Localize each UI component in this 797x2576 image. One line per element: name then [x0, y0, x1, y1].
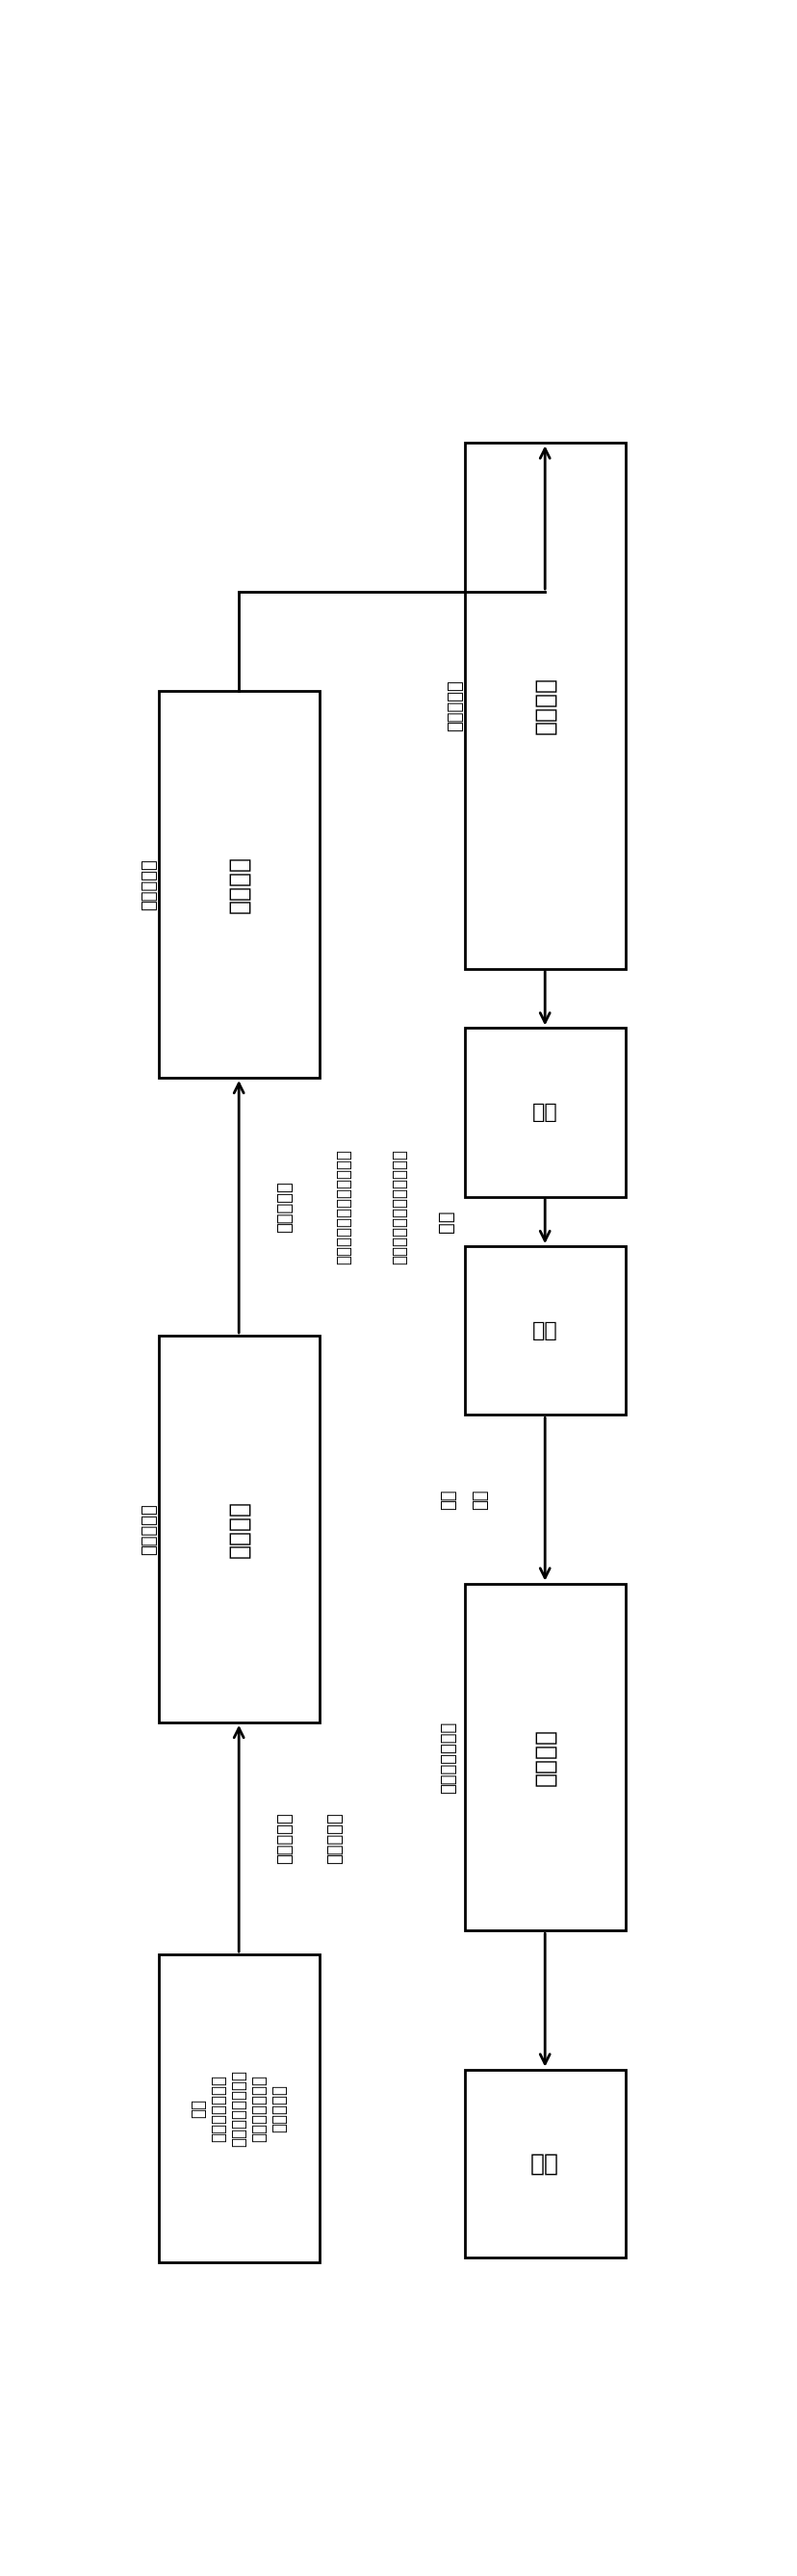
Bar	[464, 2069, 625, 2259]
Text: 分解释放出二氧化碳气体；: 分解释放出二氧化碳气体；	[335, 1149, 352, 1265]
Text: 高温、高压: 高温、高压	[140, 1504, 158, 1556]
Bar	[464, 1028, 625, 1198]
Text: 降温、解除压力: 降温、解除压力	[440, 1721, 457, 1793]
Bar	[159, 1334, 319, 1723]
Text: 产品: 产品	[530, 2151, 559, 2174]
Bar	[464, 1247, 625, 1414]
Text: 成核: 成核	[532, 1103, 557, 1123]
Bar	[464, 443, 625, 969]
Text: 单相溶液: 单相溶液	[533, 677, 556, 734]
Text: 高温、高压: 高温、高压	[446, 680, 463, 732]
Text: 加热、加压: 加热、加压	[277, 1814, 293, 1865]
Text: 成长: 成长	[471, 1489, 488, 1510]
Bar	[159, 690, 319, 1077]
Text: 高温、高压: 高温、高压	[140, 858, 158, 909]
Text: 异相溶液: 异相溶液	[227, 855, 250, 914]
Text: 降压: 降压	[532, 1321, 557, 1340]
Text: 加热、加压: 加热、加压	[277, 1180, 293, 1231]
Bar	[464, 1584, 625, 1929]
Text: 二氧化碳溶解于塑胶溶液中: 二氧化碳溶解于塑胶溶液中	[391, 1149, 408, 1265]
Text: 押出成型: 押出成型	[533, 1728, 556, 1785]
Text: 扩散: 扩散	[440, 1489, 457, 1510]
Bar	[159, 1955, 319, 2262]
Text: 熔融和混炼: 熔融和混炼	[326, 1814, 343, 1865]
Text: 入料
塑料粒子、柠檬
酸氢钠、柠檬酸钠
层状硅酸纳米级
蒙脱土粉末: 入料 塑料粒子、柠檬 酸氢钠、柠檬酸钠 层状硅酸纳米级 蒙脱土粉末	[190, 2069, 287, 2146]
Text: 发泡: 发泡	[437, 1211, 454, 1234]
Text: 塑胶溶液: 塑胶溶液	[227, 1499, 250, 1558]
